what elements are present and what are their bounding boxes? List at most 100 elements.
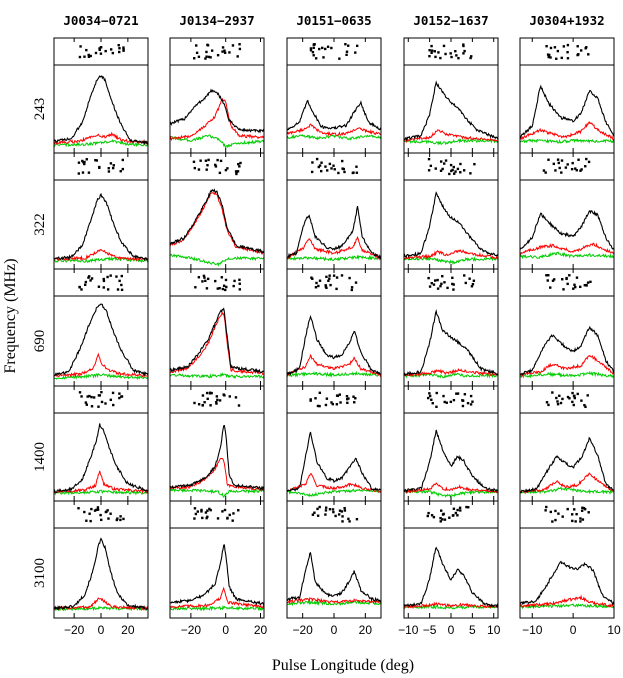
panel-frame [169,500,265,619]
total-intensity-line [403,429,499,493]
pa-point [309,398,312,401]
total-intensity-line [519,210,615,251]
pa-point [118,279,121,283]
pa-point [206,515,209,518]
pa-point [322,56,325,59]
pa-point [87,275,91,278]
total-intensity-line [403,308,499,377]
linear-pol-line [519,354,615,378]
pa-point [554,518,557,522]
pa-point [238,165,241,168]
profile-panel [519,268,615,387]
pa-point [312,46,315,49]
pa-point [204,159,208,162]
profile-panel [286,385,382,502]
pa-point [458,506,462,509]
pa-point [206,43,209,47]
pa-point [454,49,457,53]
pa-point [326,45,330,48]
pa-point [334,514,337,518]
pa-point [462,169,466,172]
frequency-label: 690 [32,330,48,353]
pa-point [328,274,331,277]
pa-point [428,392,431,395]
profile-panel [169,152,265,270]
pa-point [193,517,196,520]
pa-point [547,55,550,59]
pa-strip [310,274,358,292]
pa-point [469,403,473,406]
linear-pol-line [53,597,149,612]
pa-point [352,171,355,174]
pa-point [449,400,453,404]
pa-point [434,167,437,170]
pa-point [555,57,558,60]
pa-point [115,275,118,278]
pa-strip [545,391,589,409]
pa-point [221,287,224,291]
pa-point [318,279,322,282]
pa-point [81,171,85,174]
total-intensity-line [53,192,149,261]
profile-panel [53,152,149,270]
pa-point [324,285,328,288]
pa-point [325,397,329,400]
circular-pol-line [403,372,499,379]
circular-pol-line [53,139,149,148]
pa-point [197,168,201,171]
pa-point [81,159,84,163]
pa-point [122,48,125,51]
pa-point [95,159,98,162]
pa-point [546,279,549,282]
pa-point [237,162,240,166]
pa-point [77,507,80,510]
y-axis-label: Frequency (MHz) [2,258,19,373]
pa-point [311,513,315,516]
linear-pol-line [169,311,265,376]
pa-point [471,282,475,286]
pa-point [553,46,557,49]
pa-point [204,511,208,514]
pa-point [194,286,197,289]
pa-point [327,279,330,282]
panel-frame [53,152,149,270]
pa-point [347,44,350,47]
pa-point [348,276,351,280]
linear-pol-line [286,235,382,260]
pa-point [442,394,445,398]
pa-strip [542,157,591,174]
pa-point [238,288,242,291]
pa-point [461,404,465,408]
panel-frame [53,268,149,387]
pa-point [118,396,121,400]
pa-point [580,399,583,402]
panel-frame [519,500,615,619]
pa-point [556,400,559,403]
x-tick-label: 20 [121,623,135,637]
pa-point [551,391,554,394]
pa-strip [193,391,241,407]
pa-point [90,395,93,399]
pa-point [450,169,453,173]
pa-point [92,396,96,399]
pa-point [84,401,88,404]
pa-strip [309,43,359,60]
pa-point [332,274,336,277]
linear-pol-line [286,123,382,137]
pa-point [107,170,111,173]
pa-point [453,172,456,175]
pa-point [216,287,219,290]
pa-point [89,54,92,58]
profile-panel [519,37,615,154]
circular-pol-line [519,138,615,144]
pa-point [318,391,322,395]
pa-point [332,164,335,167]
pa-point [94,159,97,162]
pa-point [467,506,470,509]
pa-point [219,159,223,163]
pa-point [231,519,234,522]
pa-point [572,403,575,407]
pa-point [439,169,443,172]
total-intensity-line [519,84,615,139]
pa-point [579,285,582,289]
